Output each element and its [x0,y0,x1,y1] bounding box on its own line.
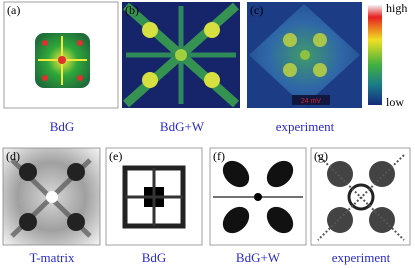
colorbar-high: high [386,1,407,15]
panel-c: 24 mV (c) [247,2,362,108]
caption: BdG+W [236,250,281,265]
panel-b: (b) [122,2,240,108]
panel-d: (d) [2,147,101,246]
caption: BdG [50,119,75,134]
panel-label: (c) [250,3,263,17]
panel-label: (f) [213,149,225,163]
panel-g: (g) [310,147,411,246]
panel-label: (b) [125,3,139,17]
caption: experiment [276,119,335,134]
panel-label: (g) [314,149,328,163]
caption: BdG [142,250,167,265]
panel-label: (e) [109,149,122,163]
panel-e: (e) [105,147,203,246]
caption: T-matrix [29,250,75,265]
colorbar: high low [368,1,407,109]
panel-label: (a) [7,3,20,17]
panel-f: (f) [209,147,307,246]
panel-a: (a) [3,1,119,109]
scale-label: 24 mV [301,98,322,105]
caption: BdG+W [160,119,205,134]
panel-label: (d) [6,149,20,163]
colorbar-low: low [386,95,404,109]
caption: experiment [332,250,391,265]
